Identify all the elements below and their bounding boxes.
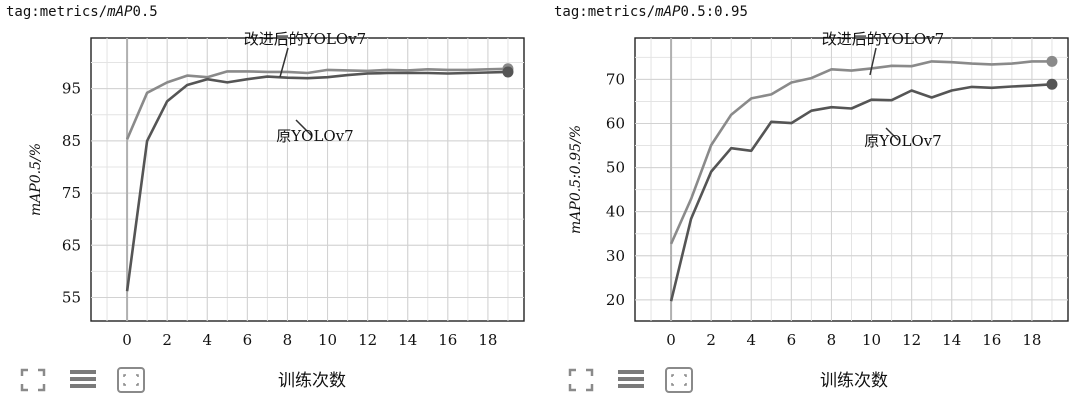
chart-tag: tag:metrics/mAP0.5: [6, 4, 158, 20]
x-tick-label: 12: [358, 331, 377, 349]
series-annotation: 改进后的YOLOv7: [244, 30, 366, 48]
series-line-1: [669, 83, 1053, 302]
y-tick-label: 70: [606, 70, 625, 88]
x-tick-label: 10: [318, 331, 337, 349]
x-tick-label: 14: [398, 331, 417, 349]
fit-domain-icon[interactable]: [664, 366, 694, 394]
x-tick-label: 16: [438, 331, 457, 349]
series-line-1: [125, 70, 509, 292]
annotation-leader: [279, 47, 289, 78]
x-tick-label: 0: [122, 331, 132, 349]
fullscreen-icon[interactable]: [566, 366, 596, 394]
data-table-icon[interactable]: [616, 366, 646, 394]
series-line-0: [669, 60, 1052, 245]
y-tick-label: 20: [606, 291, 625, 309]
y-tick-label: 30: [606, 247, 625, 265]
series-end-marker-1: [1046, 78, 1058, 90]
series-end-marker-0: [1046, 55, 1058, 67]
line-chart-map50: 0 2 4 6 8 10 12 14 16 18 55 65 75 85 95 mAP0.5/% 改进后的YOL…: [28, 30, 525, 349]
x-tick-label: 6: [243, 331, 253, 349]
fullscreen-icon[interactable]: [18, 366, 48, 394]
x-tick-label: 8: [827, 331, 837, 349]
series-annotation: 原YOLOv7: [276, 127, 353, 145]
x-tick-label: 14: [942, 331, 961, 349]
y-axis-label: mAP0.5/%: [28, 143, 44, 216]
chart-panel-map50: tag:metrics/mAP0.5 0 2 4 6 8 10 12 14 16 18 55 65 75…: [0, 0, 540, 405]
tag-suffix: 0.5:0.95: [680, 4, 748, 20]
y-tick-label: 50: [606, 159, 625, 177]
y-tick-label: 60: [606, 115, 625, 133]
x-tick-label: 18: [478, 331, 497, 349]
annotation-leader: [869, 47, 877, 76]
x-tick-label: 4: [202, 331, 212, 349]
chart-panel-map50-95: tag:metrics/mAP0.5:0.95 0 2 4 6 8 10 12 14 16 18 2…: [548, 0, 1088, 405]
x-tick-label: 2: [706, 331, 716, 349]
series-annotation: 改进后的YOLOv7: [822, 30, 944, 48]
y-tick-label: 95: [62, 80, 81, 98]
series-end-marker-1: [502, 66, 514, 78]
series-annotation: 原YOLOv7: [864, 132, 941, 150]
x-tick-label: 12: [902, 331, 921, 349]
tag-prefix: tag:metrics/: [6, 4, 108, 20]
y-tick-label: 75: [62, 184, 81, 202]
x-axis-label: 训练次数: [278, 371, 346, 391]
y-tick-label: 55: [62, 289, 81, 307]
y-axis-label: mAP0.5:0.95/%: [568, 125, 584, 234]
y-tick-label: 40: [606, 203, 625, 221]
tag-italic: mAP: [107, 4, 133, 20]
fit-domain-icon[interactable]: [116, 366, 146, 394]
x-tick-label: 4: [746, 331, 756, 349]
x-tick-label: 6: [787, 331, 797, 349]
annotation-leader: [885, 127, 899, 141]
data-table-icon[interactable]: [68, 366, 98, 394]
y-tick-label: 65: [62, 236, 81, 254]
x-axis-label: 训练次数: [820, 371, 888, 391]
line-chart-map50-95: 0 2 4 6 8 10 12 14 16 18 20 30 40 50 60 70 mAP0.5:0.95/%…: [568, 30, 1069, 349]
chart-tag: tag:metrics/mAP0.5:0.95: [554, 4, 748, 20]
annotation-leader: [295, 119, 313, 137]
x-tick-label: 2: [162, 331, 172, 349]
x-tick-label: 18: [1022, 331, 1041, 349]
x-tick-label: 16: [982, 331, 1001, 349]
x-tick-label: 8: [283, 331, 293, 349]
tag-prefix: tag:metrics/: [554, 4, 656, 20]
x-tick-label: 0: [666, 331, 676, 349]
tag-italic: mAP: [655, 4, 681, 20]
x-tick-label: 10: [862, 331, 881, 349]
y-tick-label: 85: [62, 132, 81, 150]
series-line-0: [125, 67, 509, 140]
tag-suffix: 0.5: [132, 4, 158, 20]
